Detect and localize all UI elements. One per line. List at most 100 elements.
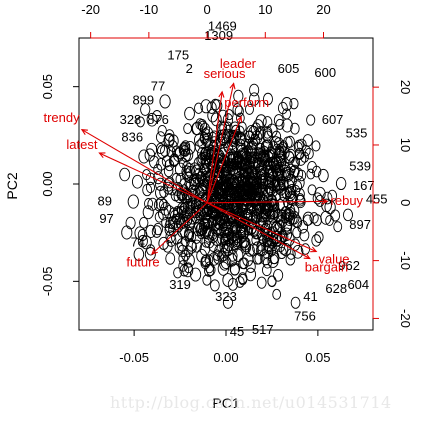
overprinted-glyph bbox=[219, 257, 231, 271]
overprinted-glyph bbox=[275, 181, 287, 196]
overprinted-glyph bbox=[233, 150, 242, 163]
overprinted-glyph bbox=[255, 114, 267, 129]
overprinted-glyph bbox=[244, 130, 255, 144]
overprinted-glyph bbox=[198, 120, 208, 133]
overprinted-glyph bbox=[226, 158, 238, 172]
observation-label: 89 bbox=[97, 194, 111, 209]
overprinted-glyph bbox=[293, 141, 303, 153]
overprinted-glyph bbox=[182, 161, 192, 173]
y-axis: -0.05 0.00 0.05 bbox=[40, 74, 79, 296]
overprinted-glyph bbox=[156, 144, 169, 159]
observation-label: 535 bbox=[346, 125, 368, 140]
overprinted-glyph bbox=[254, 128, 265, 141]
overprinted-glyph bbox=[155, 142, 165, 155]
overprinted-glyph bbox=[173, 267, 183, 279]
overprinted-glyph bbox=[119, 167, 131, 182]
overprinted-glyph bbox=[252, 158, 264, 173]
overprinted-glyph bbox=[287, 190, 298, 205]
observation-label: 175 bbox=[167, 48, 189, 63]
overprinted-glyph bbox=[131, 174, 143, 189]
overprinted-glyph bbox=[278, 140, 289, 152]
loading-arrow-serious bbox=[206, 91, 223, 203]
overprinted-glyph bbox=[307, 161, 317, 174]
overprinted-glyph bbox=[190, 267, 202, 282]
overprinted-glyph bbox=[217, 250, 227, 263]
overprinted-glyph bbox=[140, 235, 152, 250]
overprinted-glyph bbox=[281, 170, 291, 182]
overprinted-glyph bbox=[263, 150, 274, 163]
observation-label: 836 bbox=[121, 129, 143, 144]
overprinted-glyph bbox=[201, 146, 211, 158]
overprinted-glyph bbox=[218, 128, 231, 144]
observation-label: 604 bbox=[347, 277, 369, 292]
overprinted-glyph bbox=[272, 288, 282, 300]
overprinted-glyph bbox=[145, 181, 156, 194]
overprinted-glyph bbox=[307, 184, 317, 196]
right-tick-label: 0 bbox=[398, 199, 413, 206]
overprinted-glyph bbox=[284, 187, 296, 202]
overprinted-glyph bbox=[229, 262, 241, 276]
observation-label: 1309 bbox=[204, 28, 233, 43]
overprinted-glyph bbox=[273, 114, 284, 127]
overprinted-glyph bbox=[202, 274, 212, 286]
overprinted-glyph bbox=[282, 219, 293, 232]
overprinted-glyph bbox=[231, 124, 241, 136]
observation-label: 600 bbox=[314, 65, 336, 80]
overprinted-glyph bbox=[333, 221, 343, 233]
overprinted-glyph bbox=[259, 205, 271, 220]
overprinted-glyph bbox=[193, 133, 205, 147]
observation-label: 41 bbox=[303, 289, 317, 304]
observation-label: 605 bbox=[278, 61, 300, 76]
overprinted-glyph bbox=[314, 231, 324, 243]
overprinted-glyph bbox=[304, 147, 314, 160]
overprinted-glyph bbox=[312, 214, 322, 227]
overprinted-glyph bbox=[183, 163, 195, 177]
overprinted-glyph bbox=[237, 121, 247, 133]
overprinted-glyph bbox=[201, 207, 212, 221]
observation-label: 756 bbox=[294, 308, 316, 323]
overprinted-glyph bbox=[165, 252, 176, 265]
overprinted-glyph bbox=[180, 140, 191, 152]
observation-label: 2 bbox=[186, 61, 193, 76]
overprinted-glyph bbox=[146, 244, 156, 256]
overprinted-glyph bbox=[230, 215, 240, 227]
observation-label: 323 bbox=[215, 289, 237, 304]
overprinted-glyph bbox=[157, 124, 167, 137]
overprinted-glyph bbox=[194, 102, 204, 114]
overprinted-glyph bbox=[267, 275, 277, 288]
overprinted-glyph bbox=[245, 103, 254, 115]
overprinted-glyph bbox=[223, 231, 235, 246]
overprinted-glyph bbox=[299, 228, 310, 242]
overprinted-glyph bbox=[164, 129, 175, 142]
overprinted-glyph bbox=[295, 147, 305, 159]
overprinted-glyph bbox=[136, 116, 145, 128]
overprinted-glyph bbox=[201, 254, 212, 267]
overprinted-glyph bbox=[221, 181, 231, 194]
x-tick-label: 0.05 bbox=[305, 350, 330, 365]
observation-label: 899 bbox=[132, 92, 154, 107]
top-tick-label: 10 bbox=[258, 2, 272, 17]
overprinted-glyph bbox=[263, 92, 273, 106]
overprinted-glyph bbox=[125, 216, 136, 230]
y-axis-title: PC2 bbox=[4, 172, 20, 199]
top-axis: -20 -10 0 10 20 bbox=[81, 2, 331, 39]
overprinted-glyph bbox=[320, 210, 332, 225]
right-tick-label: 10 bbox=[398, 138, 413, 152]
overprinted-glyph bbox=[245, 202, 255, 214]
loading-label-future: future bbox=[126, 254, 159, 269]
overprinted-glyph bbox=[335, 177, 347, 191]
overprinted-glyph bbox=[211, 139, 222, 153]
overprinted-glyph bbox=[213, 186, 224, 199]
overprinted-glyph bbox=[289, 97, 299, 110]
overprinted-glyph bbox=[212, 216, 223, 229]
overprinted-glyph bbox=[191, 206, 202, 219]
overprinted-glyph bbox=[191, 198, 202, 212]
overprinted-glyph bbox=[163, 205, 175, 219]
overprinted-glyph bbox=[312, 192, 323, 205]
loading-label-bargain: bargain bbox=[305, 260, 348, 275]
loading-arrow-rebuy bbox=[207, 200, 328, 204]
overprinted-glyph bbox=[222, 273, 234, 287]
loading-arrowhead-latest bbox=[98, 152, 106, 159]
overprinted-glyph bbox=[253, 187, 264, 201]
observation-label: 628 bbox=[325, 281, 347, 296]
